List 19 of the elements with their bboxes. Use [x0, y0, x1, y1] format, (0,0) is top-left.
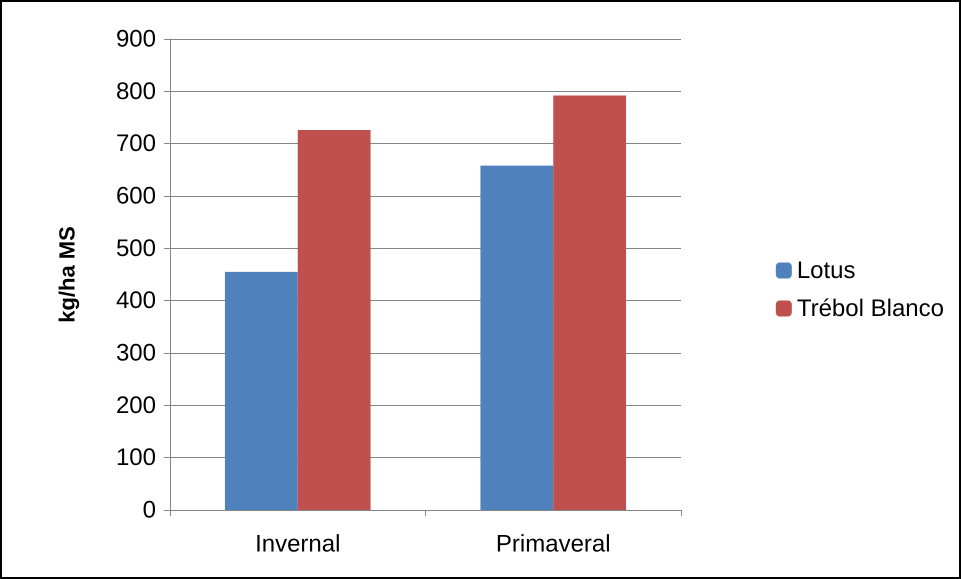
y-tick-label: 800: [116, 78, 156, 105]
y-tick-label: 300: [116, 340, 156, 366]
bar: [480, 166, 554, 510]
y-tick-label: 500: [116, 234, 156, 262]
x-tick-label: Invernal: [255, 530, 340, 558]
y-tick-label: 600: [116, 182, 156, 210]
legend-label: Trébol Blanco: [796, 295, 944, 322]
bar: [298, 130, 371, 510]
bar: [553, 96, 626, 510]
y-tick-label: 0: [142, 496, 156, 524]
y-tick-label: 700: [116, 130, 156, 158]
legend-label: Lotus: [796, 257, 856, 284]
bar: [224, 272, 298, 510]
y-tick-label: 100: [116, 444, 156, 472]
y-tick-label: 900: [116, 26, 156, 52]
x-tick-label: Primaveral: [496, 530, 611, 558]
y-tick-label: 400: [116, 287, 156, 314]
y-axis-title: kg/ha MS: [54, 226, 80, 323]
y-tick-label: 200: [116, 392, 156, 419]
